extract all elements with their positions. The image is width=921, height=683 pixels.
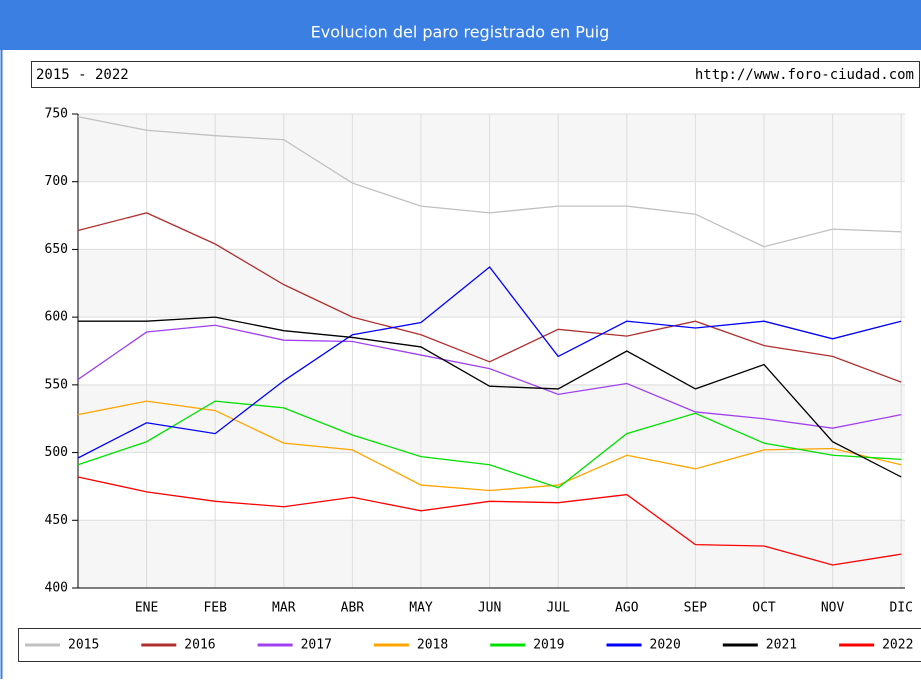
legend-label: 2016 (184, 638, 215, 653)
x-tick-label: MAR (272, 601, 296, 616)
y-tick-label: 500 (45, 445, 68, 460)
legend-label: 2021 (766, 638, 797, 653)
x-tick-label: OCT (752, 601, 776, 616)
y-tick-label: 700 (45, 174, 68, 189)
y-tick-label: 550 (45, 377, 68, 392)
x-tick-label: SEP (684, 601, 708, 616)
chart-title: Evolucion del paro registrado en Puig (311, 23, 610, 42)
y-tick-label: 450 (45, 513, 68, 528)
source: http://www.foro-ciudad.com (695, 67, 914, 83)
y-tick-label: 400 (45, 581, 68, 596)
subtitle: 2015 - 2022 (36, 67, 129, 83)
x-tick-label: MAY (409, 601, 433, 616)
x-tick-label: AGO (615, 601, 639, 616)
band (78, 114, 905, 182)
legend-label: 2022 (882, 638, 913, 653)
x-tick-label: ENE (135, 601, 158, 616)
legend-label: 2017 (301, 638, 332, 653)
x-tick-label: FEB (203, 601, 227, 616)
legend-label: 2020 (650, 638, 681, 653)
y-tick-label: 600 (45, 310, 68, 325)
x-tick-label: ABR (341, 601, 365, 616)
band (78, 385, 905, 453)
legend-label: 2015 (68, 638, 99, 653)
x-tick-label: JUL (546, 601, 570, 616)
frame (1, 0, 3, 679)
legend-label: 2018 (417, 638, 448, 653)
y-tick-label: 750 (45, 107, 68, 122)
x-tick-label: DIC (889, 601, 912, 616)
band (78, 249, 905, 317)
x-tick-label: NOV (821, 601, 845, 616)
band (78, 520, 905, 588)
y-tick-label: 650 (45, 242, 68, 257)
x-tick-label: JUN (478, 601, 501, 616)
legend-label: 2019 (533, 638, 564, 653)
